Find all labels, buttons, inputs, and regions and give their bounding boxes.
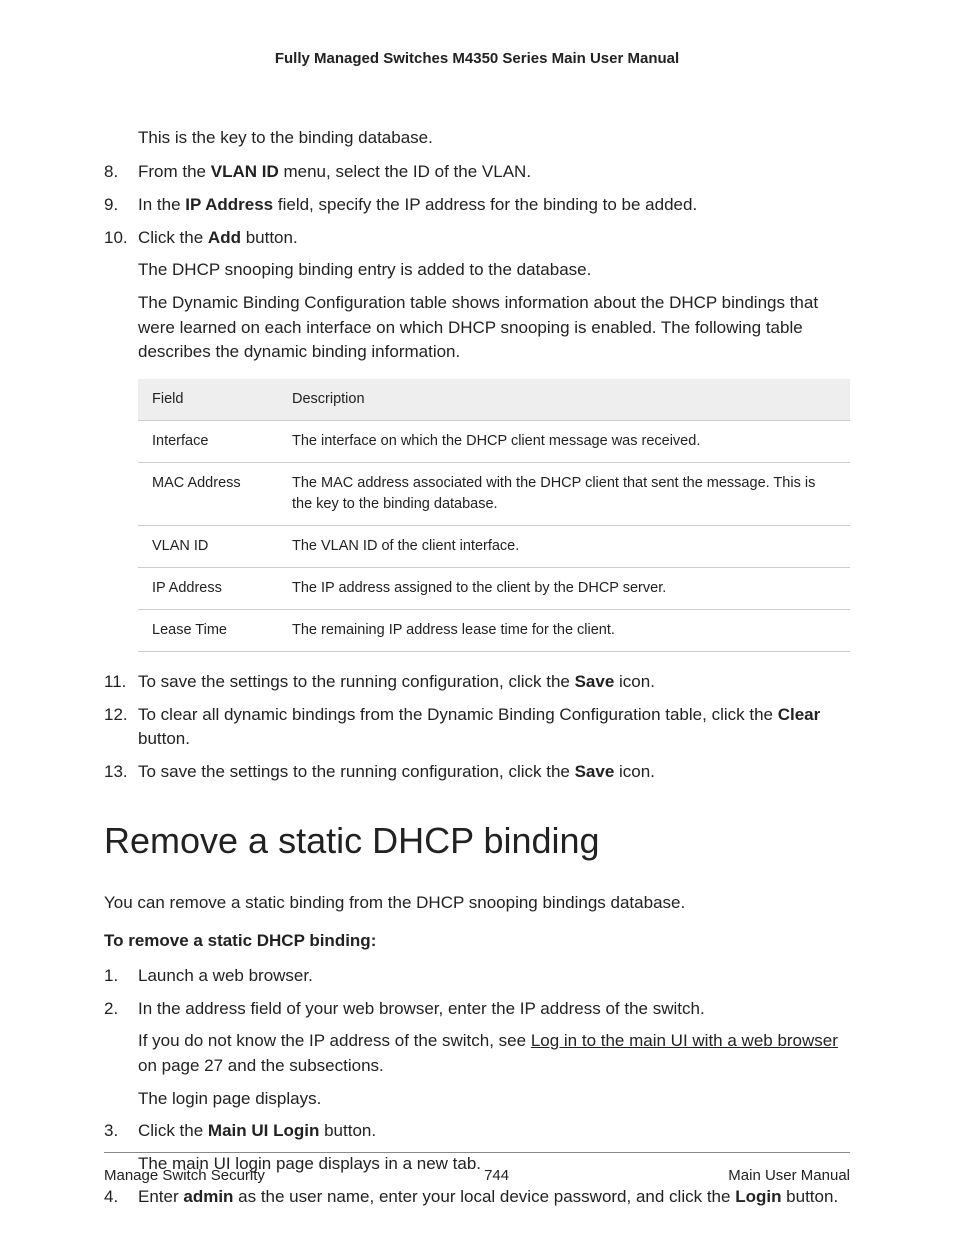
cross-ref-link[interactable]: Log in to the main UI with a web browser [531, 1031, 838, 1050]
step-text: From the VLAN ID menu, select the ID of … [138, 162, 531, 181]
table-cell: The IP address assigned to the client by… [278, 567, 850, 609]
table-row: VLAN IDThe VLAN ID of the client interfa… [138, 525, 850, 567]
step-text: Launch a web browser. [138, 966, 313, 985]
step-body: The DHCP snooping binding entry is added… [138, 258, 850, 283]
step-number: 8. [104, 160, 118, 185]
step-10: 10. Click the Add button. The DHCP snoop… [104, 226, 850, 365]
table-cell: VLAN ID [138, 525, 278, 567]
step-body: The Dynamic Binding Configuration table … [138, 291, 850, 365]
step-text: In the address field of your web browser… [138, 999, 705, 1018]
page-header-title: Fully Managed Switches M4350 Series Main… [104, 48, 850, 70]
step-12: 12. To clear all dynamic bindings from t… [104, 703, 850, 752]
table-header-row: Field Description [138, 379, 850, 421]
step-text: In the IP Address field, specify the IP … [138, 195, 697, 214]
step-8: 8. From the VLAN ID menu, select the ID … [104, 160, 850, 185]
step-number: 2. [104, 997, 118, 1022]
step-11: 11. To save the settings to the running … [104, 670, 850, 695]
step-text: To clear all dynamic bindings from the D… [138, 705, 820, 749]
step-text: Click the Main UI Login button. [138, 1121, 376, 1140]
table-cell: Lease Time [138, 609, 278, 651]
step-number: 11. [104, 670, 126, 695]
step-text: To save the settings to the running conf… [138, 672, 655, 691]
step-number: 12. [104, 703, 128, 728]
page-footer: Manage Switch Security 744 Main User Man… [104, 1152, 850, 1187]
table-row: InterfaceThe interface on which the DHCP… [138, 420, 850, 462]
step-number: 4. [104, 1185, 118, 1210]
table-cell: The MAC address associated with the DHCP… [278, 462, 850, 525]
step-9: 9. In the IP Address field, specify the … [104, 193, 850, 218]
step-number: 10. [104, 226, 128, 251]
section-subheading: To remove a static DHCP binding: [104, 929, 850, 954]
table-cell: The VLAN ID of the client interface. [278, 525, 850, 567]
step-number: 9. [104, 193, 118, 218]
step-4: 4. Enter admin as the user name, enter y… [104, 1185, 850, 1210]
step-body: The login page displays. [138, 1087, 850, 1112]
step-text: To save the settings to the running conf… [138, 762, 655, 781]
step-text: Click the Add button. [138, 228, 298, 247]
step-text: Enter admin as the user name, enter your… [138, 1187, 838, 1206]
footer-left: Manage Switch Security [104, 1165, 265, 1187]
footer-right: Main User Manual [728, 1165, 850, 1187]
step-number: 1. [104, 964, 118, 989]
table-cell: Interface [138, 420, 278, 462]
footer-page-number: 744 [484, 1165, 509, 1187]
steps-list-1: 8. From the VLAN ID menu, select the ID … [104, 160, 850, 364]
section-heading: Remove a static DHCP binding [104, 815, 850, 867]
step-number: 3. [104, 1119, 118, 1144]
table-cell: MAC Address [138, 462, 278, 525]
steps-list-1b: 11. To save the settings to the running … [104, 670, 850, 785]
step-1: 1. Launch a web browser. [104, 964, 850, 989]
table-header-field: Field [138, 379, 278, 421]
intro-line: This is the key to the binding database. [138, 126, 850, 151]
table-header-description: Description [278, 379, 850, 421]
step-body: If you do not know the IP address of the… [138, 1029, 850, 1078]
step-2: 2. In the address field of your web brow… [104, 997, 850, 1112]
table-row: Lease TimeThe remaining IP address lease… [138, 609, 850, 651]
table-row: MAC AddressThe MAC address associated wi… [138, 462, 850, 525]
step-13: 13. To save the settings to the running … [104, 760, 850, 785]
step-number: 13. [104, 760, 128, 785]
table-cell: IP Address [138, 567, 278, 609]
table-row: IP AddressThe IP address assigned to the… [138, 567, 850, 609]
dynamic-binding-table: Field Description InterfaceThe interface… [138, 379, 850, 652]
section-intro: You can remove a static binding from the… [104, 891, 850, 916]
table-cell: The interface on which the DHCP client m… [278, 420, 850, 462]
table-cell: The remaining IP address lease time for … [278, 609, 850, 651]
